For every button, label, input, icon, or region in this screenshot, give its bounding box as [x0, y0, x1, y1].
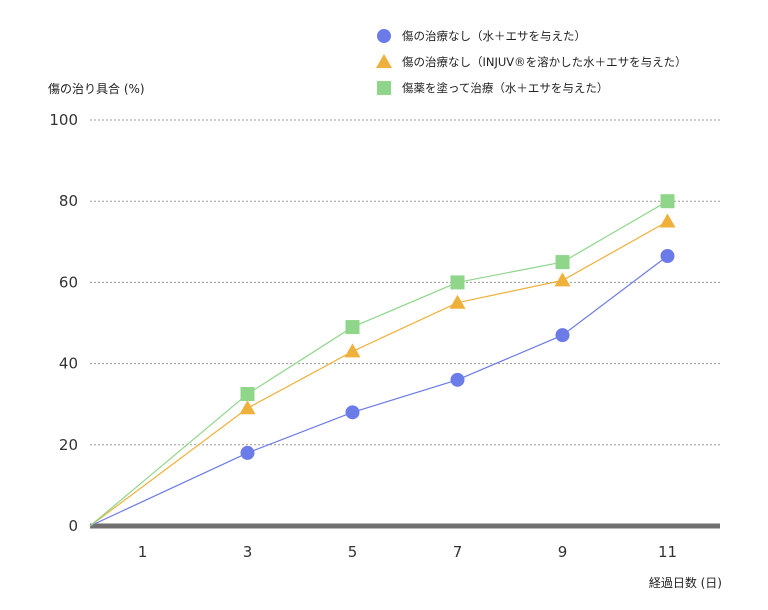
data-point-circle: [345, 405, 360, 420]
x-tick-label: 3: [243, 543, 253, 561]
series-line: [89, 200, 668, 527]
data-point-triangle: [449, 294, 466, 309]
x-tick-label: 1: [138, 543, 148, 561]
data-point-circle: [555, 328, 570, 343]
data-point-square: [345, 320, 360, 335]
y-tick-label: 40: [59, 355, 78, 373]
x-tick-label: 9: [558, 543, 568, 561]
legend-label: 傷の治療なし（INJUV®を溶かした水＋エサを与えた）: [402, 55, 687, 69]
series-line: [89, 255, 668, 527]
series-square: [89, 194, 675, 527]
series-layer: [89, 194, 676, 527]
y-tick-labels: 0 20 40 60 80 100: [49, 111, 78, 535]
y-tick-label: 0: [68, 517, 78, 535]
legend-label: 傷の治療なし（水＋エサを与えた）: [402, 29, 586, 43]
series-circle: [89, 249, 675, 527]
legend-item: 傷薬を塗って治療（水＋エサを与えた）: [377, 81, 608, 95]
x-axis-title: 経過日数 (日): [649, 575, 722, 590]
data-point-circle: [660, 249, 675, 264]
legend-label: 傷薬を塗って治療（水＋エサを与えた）: [402, 81, 608, 95]
data-point-triangle: [554, 272, 571, 287]
x-tick-labels: 1 3 5 7 9 11: [138, 543, 677, 561]
legend: 傷の治療なし（水＋エサを与えた） 傷の治療なし（INJUV®を溶かした水＋エサを与…: [376, 29, 687, 95]
data-point-triangle: [344, 343, 361, 358]
legend-marker-square: [377, 81, 391, 95]
y-tick-label: 60: [59, 273, 78, 291]
data-point-square: [660, 194, 675, 209]
data-point-square: [240, 387, 255, 402]
legend-item: 傷の治療なし（INJUV®を溶かした水＋エサを与えた）: [376, 54, 687, 69]
series-triangle: [89, 213, 676, 527]
y-tick-label: 80: [59, 192, 78, 210]
grid-lines: [90, 119, 720, 446]
y-tick-label: 20: [59, 436, 78, 454]
x-tick-label: 11: [658, 543, 677, 561]
data-point-triangle: [659, 213, 676, 228]
x-tick-label: 7: [453, 543, 463, 561]
y-tick-label: 100: [49, 111, 78, 129]
data-point-circle: [450, 372, 465, 387]
x-tick-label: 5: [348, 543, 358, 561]
data-point-triangle: [239, 400, 256, 415]
legend-marker-triangle: [376, 54, 392, 68]
legend-marker-circle: [377, 29, 391, 43]
data-point-circle: [240, 445, 255, 460]
data-point-square: [450, 275, 465, 290]
series-line: [89, 220, 668, 527]
y-axis-title: 傷の治り具合 (%): [48, 81, 145, 96]
legend-item: 傷の治療なし（水＋エサを与えた）: [377, 29, 586, 43]
data-point-square: [555, 255, 570, 270]
